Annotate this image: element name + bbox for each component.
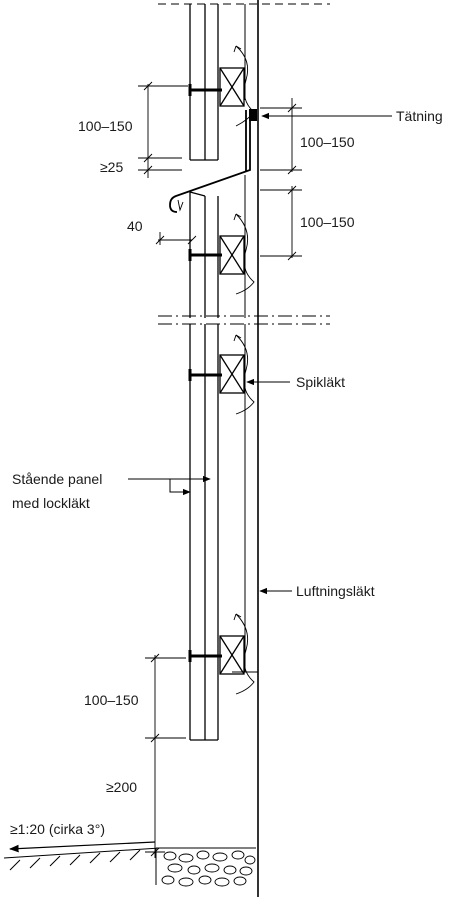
label-tatning: Tätning (396, 108, 443, 124)
dim-flashing-projection: 40 (127, 218, 143, 234)
gravel-bed (161, 850, 256, 887)
dim-bottom-gap: 100–150 (84, 692, 139, 708)
batten-4 (219, 635, 245, 675)
label-spiklakt: Spikläkt (296, 374, 345, 390)
slope-note: ≥1:20 (cirka 3°) (10, 821, 105, 837)
mid-break-line (158, 315, 330, 325)
lower-panel (189, 324, 219, 741)
batten-2 (219, 235, 245, 275)
dim-right-upper: 100–150 (300, 134, 355, 150)
ground (3, 847, 256, 885)
leader-arrows (128, 112, 392, 595)
dim-right-lower: 100–150 (300, 214, 355, 230)
dim-ground-clearance: ≥200 (106, 779, 137, 795)
dimension-lines-right (260, 98, 302, 261)
batten-3 (219, 354, 245, 394)
sealing-block (249, 109, 257, 121)
dimension-lines-left (138, 81, 197, 858)
batten-1 (219, 67, 245, 107)
airflow-arrows (177, 45, 255, 695)
label-luftningslakt: Luftningsläkt (296, 583, 375, 599)
dim-upper-left-gap: 100–150 (78, 118, 133, 134)
dim-min-overlap: ≥25 (100, 159, 123, 175)
lower-air-gap (232, 324, 258, 673)
nails (188, 84, 222, 662)
upper-panel (189, 4, 219, 161)
slope-arrow (9, 841, 156, 853)
label-med-locklakt: med lockläkt (12, 495, 90, 511)
label-staende-panel: Stående panel (12, 471, 102, 487)
